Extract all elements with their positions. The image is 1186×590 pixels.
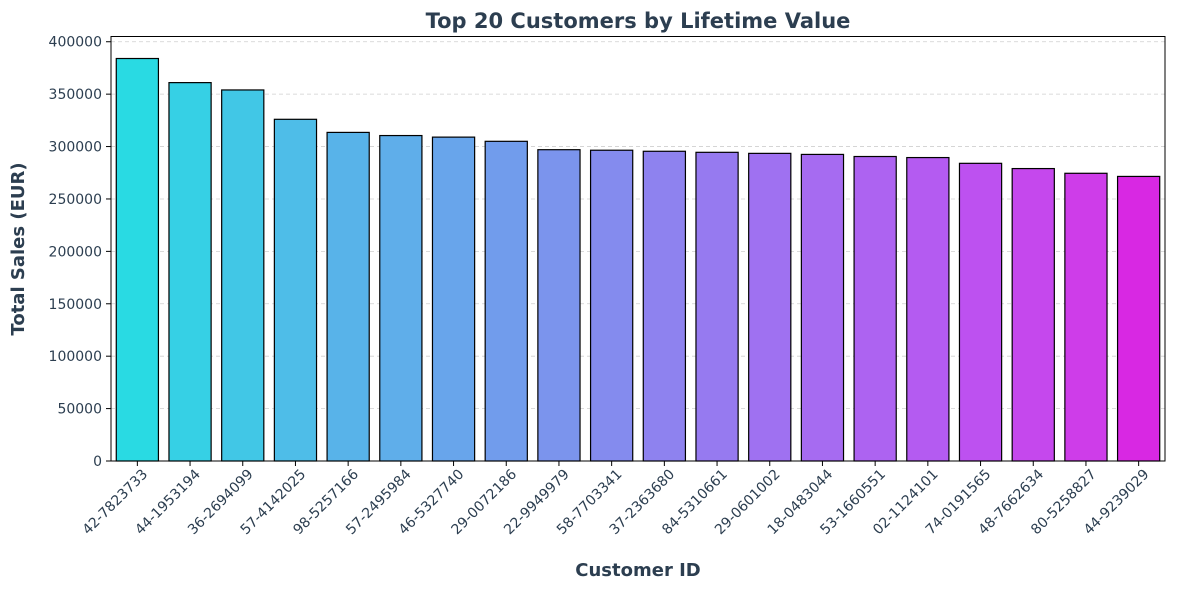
bar-98-5257166 <box>326 131 370 462</box>
y-tick-label: 0 <box>93 454 102 470</box>
y-tick-label: 50000 <box>57 402 102 418</box>
bar-29-0072186 <box>484 140 528 462</box>
x-axis: 42-782373344-195319436-269409957-4142025… <box>80 461 1152 538</box>
y-tick-label: 300000 <box>49 140 102 156</box>
x-axis-label: Customer ID <box>575 560 700 581</box>
bar-42-7823733 <box>115 57 160 462</box>
bar-22-9949979 <box>537 149 581 462</box>
bar-74-0191565 <box>958 162 1003 462</box>
y-tick-label: 350000 <box>49 87 102 103</box>
gridlines <box>111 41 1165 462</box>
bar-18-0483044 <box>800 153 845 462</box>
bar-02-1124101 <box>906 156 950 462</box>
bar-53-1660551 <box>853 155 897 462</box>
bar-46-5327740 <box>431 136 476 462</box>
y-tick-label: 400000 <box>49 35 102 51</box>
bar-44-9239029 <box>1116 175 1161 462</box>
bar-84-5310661 <box>695 151 739 462</box>
bar-29-0601002 <box>748 152 792 462</box>
bar-36-2694099 <box>221 89 265 462</box>
y-tick-label: 150000 <box>49 297 102 313</box>
bar-57-2495984 <box>379 134 423 462</box>
y-axis: 0 50000 100000 150000 200000 250000 300000 3500… <box>49 35 111 470</box>
bar-37-2363680 <box>642 150 687 462</box>
chart-title: Top 20 Customers by Lifetime Value <box>426 9 851 33</box>
y-tick-label: 200000 <box>49 244 102 260</box>
plot-frame <box>110 36 1166 462</box>
bar-57-4142025 <box>273 118 318 462</box>
bars <box>115 57 1161 462</box>
bar-44-1953194 <box>168 82 212 462</box>
y-axis-label: Total Sales (EUR) <box>8 162 29 335</box>
bar-58-7703341 <box>589 149 634 462</box>
y-tick-label: 100000 <box>49 349 102 365</box>
y-tick-label: 250000 <box>49 192 102 208</box>
bar-48-7662634 <box>1011 167 1055 462</box>
bar-80-5258827 <box>1064 172 1108 462</box>
